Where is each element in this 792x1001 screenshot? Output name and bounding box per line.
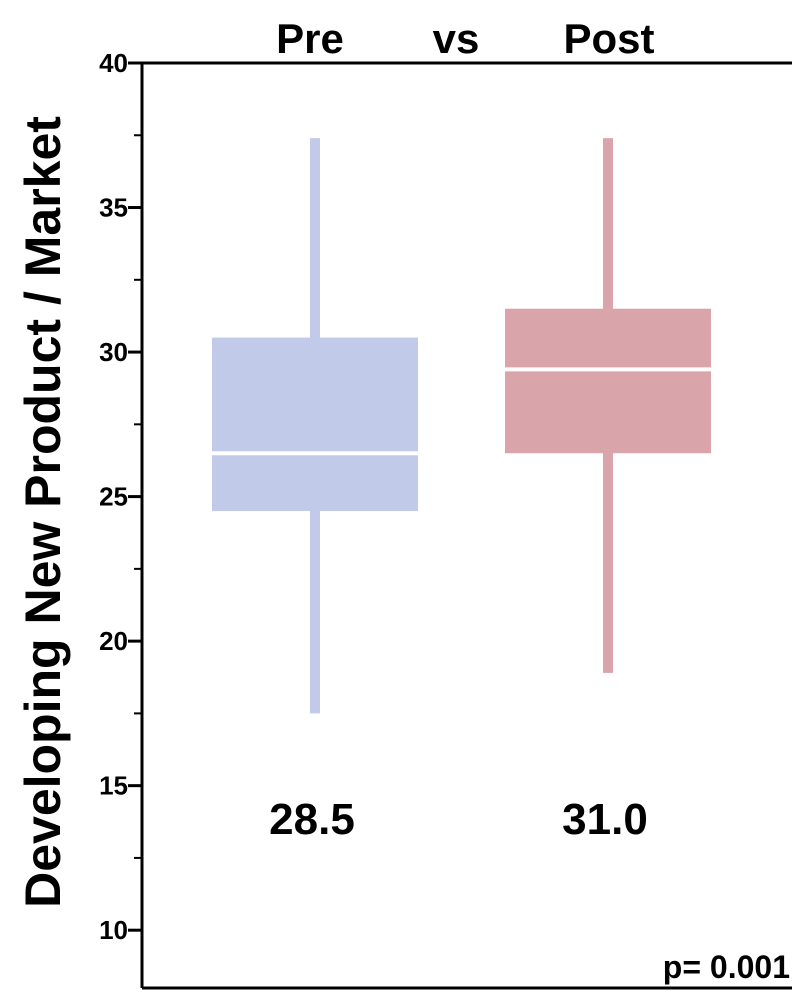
mean-label-post: 31.0: [562, 795, 648, 844]
header-label-vs: vs: [433, 15, 480, 62]
mean-labels: 28.5 31.0: [269, 795, 648, 844]
axes: 10 15 20 25 30 35 40: [99, 48, 792, 990]
y-tick-label: 10: [99, 915, 128, 945]
header-label-post: Post: [563, 15, 654, 62]
y-axis-label: Developing New Product / Market: [15, 116, 71, 908]
y-tick-label: 30: [99, 337, 128, 367]
y-tick-label: 25: [99, 482, 128, 512]
box-post: [505, 138, 711, 673]
y-tick-label: 20: [99, 626, 128, 656]
y-tick-label: 35: [99, 193, 128, 223]
mean-label-pre: 28.5: [269, 795, 355, 844]
iqr-box-pre: [212, 337, 418, 512]
header-label-pre: Pre: [276, 15, 344, 62]
chart-header: Pre vs Post: [276, 15, 654, 62]
box-pre: [212, 138, 418, 714]
y-tick-label: 15: [99, 771, 128, 801]
y-tick-label: 40: [99, 48, 128, 78]
boxes: [212, 138, 711, 714]
p-value-annotation: p= 0.001: [663, 949, 790, 985]
iqr-box-post: [505, 308, 711, 454]
